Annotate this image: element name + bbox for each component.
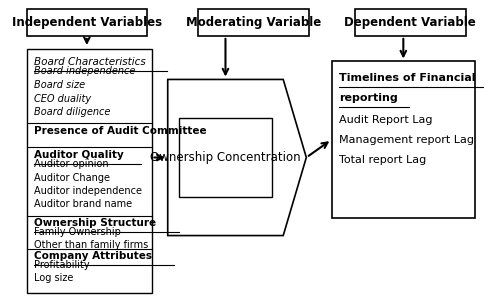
- Text: Auditor Quality: Auditor Quality: [34, 150, 124, 160]
- Text: Board Characteristics: Board Characteristics: [34, 57, 146, 67]
- FancyBboxPatch shape: [27, 9, 147, 36]
- Text: Independent Variables: Independent Variables: [12, 16, 162, 29]
- Text: Ownership Concentration: Ownership Concentration: [150, 151, 301, 164]
- Text: Profitability: Profitability: [34, 260, 90, 270]
- Text: Presence of Audit Committee: Presence of Audit Committee: [34, 126, 206, 136]
- Text: Moderating Variable: Moderating Variable: [186, 16, 321, 29]
- Text: Family Ownership: Family Ownership: [34, 227, 120, 237]
- FancyBboxPatch shape: [180, 118, 272, 197]
- Polygon shape: [168, 79, 306, 235]
- Text: Company Attributes: Company Attributes: [34, 251, 152, 261]
- Text: Board diligence: Board diligence: [34, 107, 110, 117]
- FancyBboxPatch shape: [198, 9, 308, 36]
- Text: Timelines of Financial: Timelines of Financial: [338, 73, 475, 83]
- Text: Board independence: Board independence: [34, 66, 135, 76]
- Text: Dependent Variable: Dependent Variable: [344, 16, 476, 29]
- Text: Auditor Change: Auditor Change: [34, 172, 110, 182]
- FancyBboxPatch shape: [355, 9, 466, 36]
- Text: Total report Lag: Total report Lag: [338, 155, 426, 165]
- Text: Auditor brand name: Auditor brand name: [34, 199, 132, 209]
- Text: CEO duality: CEO duality: [34, 94, 91, 104]
- Text: Auditor opinion: Auditor opinion: [34, 159, 108, 169]
- Text: Board size: Board size: [34, 80, 85, 90]
- Text: Auditor independence: Auditor independence: [34, 186, 142, 196]
- Text: reporting: reporting: [338, 93, 398, 103]
- FancyBboxPatch shape: [27, 49, 152, 293]
- Text: Audit Report Lag: Audit Report Lag: [338, 115, 432, 125]
- Text: Other than family firms: Other than family firms: [34, 240, 148, 250]
- Text: Management report Lag: Management report Lag: [338, 135, 473, 145]
- Text: Ownership Structure: Ownership Structure: [34, 218, 156, 228]
- FancyBboxPatch shape: [332, 62, 475, 218]
- Text: Log size: Log size: [34, 273, 73, 283]
